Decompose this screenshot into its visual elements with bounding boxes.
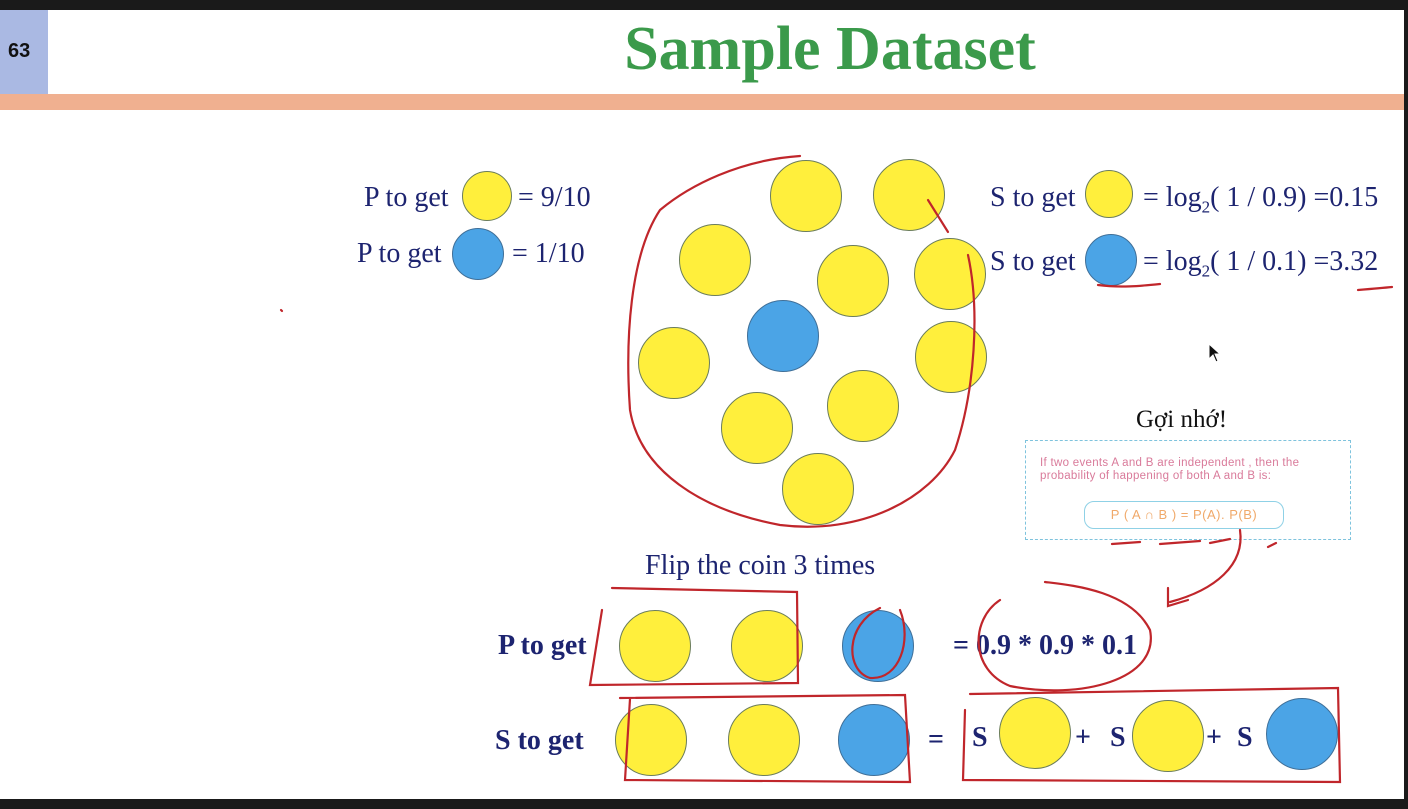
slide-title: Sample Dataset (624, 15, 1036, 83)
flip-heading: Flip the coin 3 times (645, 550, 876, 581)
slide: 63 Sample Dataset P to get = 9/10 P to g… (0, 10, 1404, 799)
ink-underline-value (1356, 285, 1394, 292)
s-yellow-prefix: S to get (990, 182, 1076, 213)
flip-blue-ball (1266, 698, 1338, 770)
flip-s-eq: = (928, 724, 944, 755)
pen-annotations (279, 154, 1394, 784)
flip-s-term-label: S (1110, 722, 1126, 753)
sample-yellow-ball (873, 159, 945, 231)
sample-yellow-ball (827, 370, 899, 442)
sample-yellow-ball (782, 453, 854, 525)
flip-plus: + (1075, 722, 1091, 753)
sample-yellow-ball (914, 238, 986, 310)
mouse-pointer-icon (1208, 343, 1222, 363)
blue-ball-icon (452, 228, 504, 280)
s-blue-prefix: S to get (990, 246, 1076, 277)
sample-yellow-ball (721, 392, 793, 464)
flip-s-term-label: S (1237, 722, 1253, 753)
sample-blue-ball (747, 300, 819, 372)
slide-number: 63 (8, 40, 31, 62)
p-blue-prefix: P to get (357, 238, 442, 269)
flip-blue-ball (842, 610, 914, 682)
flip-yellow-ball (615, 704, 687, 776)
hint-box: If two events A and B are independent , … (1025, 440, 1351, 540)
ink-hint-underline (1110, 537, 1278, 549)
blue-ball-icon (1085, 234, 1137, 286)
flip-s-label: S to get (495, 725, 584, 756)
ink-dot (279, 308, 284, 313)
hint-text: If two events A and B are independent , … (1040, 457, 1300, 482)
flip-p-result: = 0.9 * 0.9 * 0.1 (953, 630, 1137, 661)
flip-yellow-ball (999, 697, 1071, 769)
sample-yellow-ball (915, 321, 987, 393)
p-yellow-prefix: P to get (364, 182, 449, 213)
flip-plus: + (1206, 722, 1222, 753)
hint-title: Gợi nhớ! (1136, 406, 1228, 433)
ink-hint-arrow (1166, 528, 1242, 608)
sample-yellow-ball (817, 245, 889, 317)
flip-yellow-ball (619, 610, 691, 682)
sample-yellow-ball (770, 160, 842, 232)
flip-yellow-ball (731, 610, 803, 682)
sample-yellow-ball (679, 224, 751, 296)
flip-yellow-ball (728, 704, 800, 776)
s-yellow-formula: = log2( 1 / 0.9) =0.15 (1143, 182, 1379, 217)
sample-yellow-ball (638, 327, 710, 399)
yellow-ball-icon (1085, 170, 1133, 218)
flip-yellow-ball (1132, 700, 1204, 772)
p-blue-value: = 1/10 (512, 238, 585, 269)
hint-formula: P ( A ∩ B ) = P(A). P(B) (1084, 501, 1284, 529)
s-blue-formula: = log2( 1 / 0.1) =3.32 (1143, 246, 1379, 281)
flip-s-term-label: S (972, 722, 988, 753)
slide-number-box: 63 (0, 10, 48, 94)
flip-blue-ball (838, 704, 910, 776)
yellow-ball-icon (462, 171, 512, 221)
title-accent-bar (0, 94, 1404, 110)
flip-p-label: P to get (498, 630, 587, 661)
p-yellow-value: = 9/10 (518, 182, 591, 213)
